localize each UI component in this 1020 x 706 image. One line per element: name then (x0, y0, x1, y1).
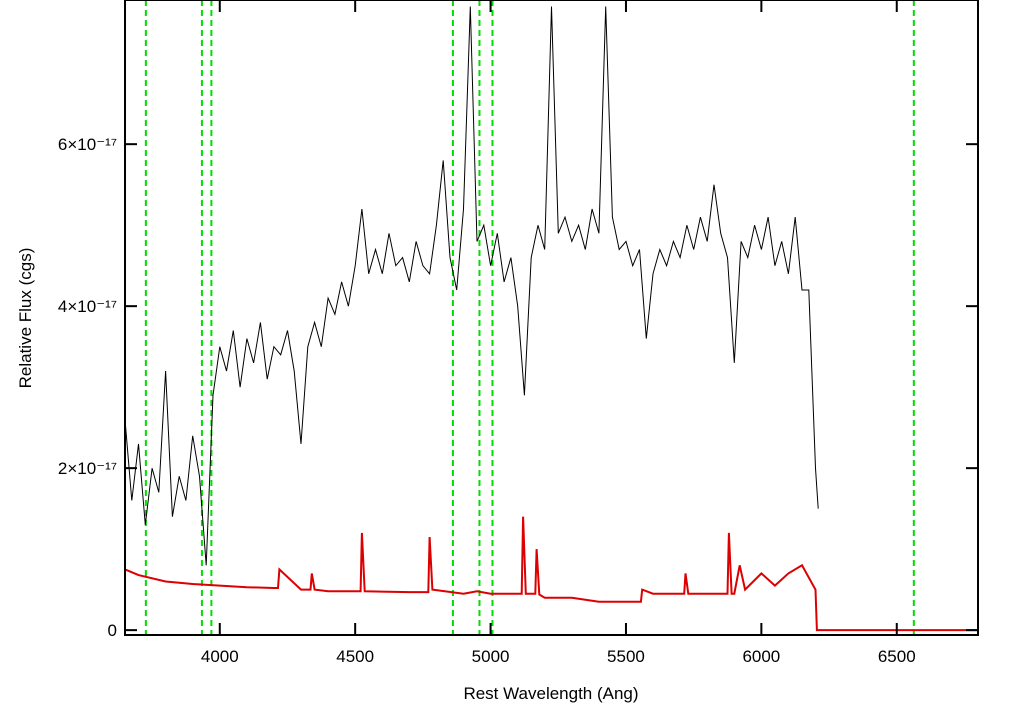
plot-frame (124, 0, 979, 636)
x-tick-label: 5000 (472, 647, 510, 666)
series-line (125, 6, 819, 566)
x-tick-label: 4500 (336, 647, 374, 666)
x-tick-label: 4000 (201, 647, 239, 666)
x-axis-label: Rest Wavelength (Ang) (463, 684, 638, 703)
y-tick-label: 2×10⁻¹⁷ (58, 459, 117, 478)
y-tick-label: 4×10⁻¹⁷ (58, 297, 117, 316)
y-tick-label: 0 (108, 621, 117, 640)
y-tick-label: 6×10⁻¹⁷ (58, 135, 117, 154)
x-tick-label: 6500 (878, 647, 916, 666)
x-tick-label: 5500 (607, 647, 645, 666)
plot-area (125, 0, 978, 635)
series-line (125, 516, 978, 632)
x-tick-label: 6000 (742, 647, 780, 666)
y-axis-label: Relative Flux (cgs) (16, 248, 35, 389)
